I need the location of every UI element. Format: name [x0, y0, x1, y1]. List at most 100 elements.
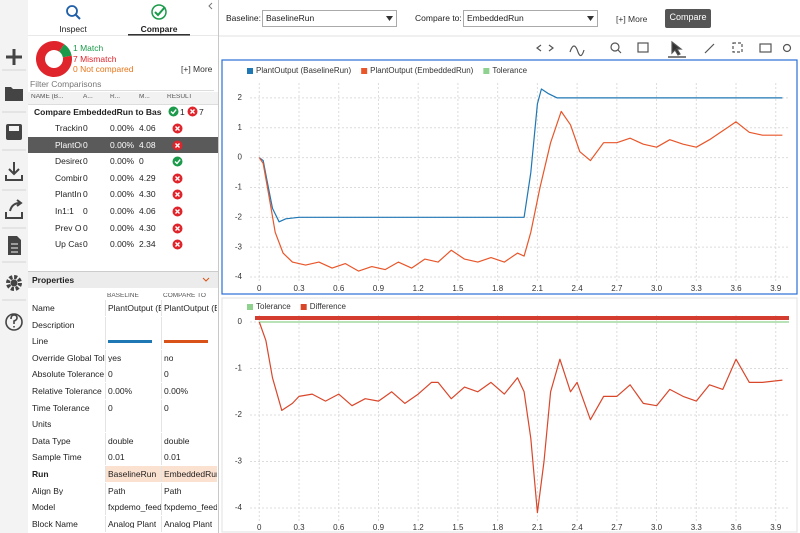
more-link[interactable]: [+] More: [616, 15, 648, 24]
property-name: Line: [32, 337, 49, 346]
table-row[interactable]: Desired 0 0.00% 0: [28, 153, 218, 169]
x-tick-label: 0.6: [333, 284, 345, 293]
y-tick-label: 0: [238, 153, 243, 162]
y-tick-label: 0: [238, 317, 243, 326]
legend-label: Tolerance: [492, 66, 527, 75]
icon-share: [5, 199, 23, 219]
mismatch-bar: [255, 316, 789, 320]
table-row[interactable]: Tracking0 0.00% 4.06: [28, 120, 218, 136]
x-tick-label: 1.8: [492, 523, 504, 532]
table-row[interactable]: Combin 0 0.00% 4.29: [28, 170, 218, 186]
x-tick-label: 0: [257, 284, 262, 293]
property-cell: 0: [161, 366, 217, 383]
table-row[interactable]: PlantInp0 0.00% 4.30: [28, 186, 218, 202]
property-value: PlantOutput (B: [108, 304, 161, 313]
table-cell: 4.06: [139, 207, 156, 216]
icon-check: [174, 159, 181, 165]
icon-settings: [6, 275, 22, 291]
icon-zoom[interactable]: [610, 42, 620, 52]
table-cell: 2.34: [139, 240, 156, 249]
y-tick-label: -4: [235, 503, 243, 512]
property-name: Model: [32, 503, 56, 512]
table-cell: Up Cast: [55, 240, 82, 249]
x-tick-label: 2.7: [611, 284, 623, 293]
x-tick-label: 1.2: [413, 284, 425, 293]
compare-dropdown[interactable]: EmbeddedRun: [463, 10, 598, 27]
icon-fit[interactable]: [637, 42, 649, 53]
icon-cursor[interactable]: [671, 40, 683, 56]
filter-box[interactable]: Filter Comparisons: [30, 80, 214, 91]
summary-text: 7 Mismatch: [73, 54, 117, 63]
property-cell: yes: [105, 349, 161, 366]
property-value: double: [108, 436, 134, 446]
properties-row: Sample Time 0.01 0.01: [28, 449, 218, 466]
table-cell: 4.29: [139, 173, 156, 183]
column-header: R...: [110, 94, 121, 100]
properties-row: Run BaselineRun EmbeddedRun: [28, 466, 218, 483]
icon-cross: [175, 209, 180, 214]
dropdown-text: EmbeddedRun: [467, 14, 524, 23]
legend-label: PlantOutput (EmbeddedRun): [370, 66, 474, 75]
x-tick-label: 3.3: [691, 523, 703, 532]
properties-title: Properties: [32, 276, 75, 285]
y-tick-label: -2: [235, 212, 243, 221]
legend-swatch: [247, 304, 253, 310]
property-name: Override Global Tole: [32, 353, 105, 363]
icon-cross: [175, 175, 180, 181]
icon-settings[interactable]: [782, 43, 792, 53]
icon-snapshot[interactable]: [759, 43, 772, 53]
icon-forward[interactable]: [548, 44, 554, 52]
dropdown-arrow: [386, 16, 393, 21]
property-cell: [105, 416, 161, 433]
chevron: [202, 277, 210, 282]
table-cell: 0.00%: [110, 207, 135, 216]
more-link[interactable]: [+] More: [181, 65, 213, 74]
table-row[interactable]: In1:1 0 0.00% 4.06: [28, 203, 218, 219]
arrow: [386, 16, 393, 21]
property-value: 0: [164, 403, 169, 413]
icon-save-label: [9, 126, 19, 131]
property-name: Sample Time: [32, 453, 82, 462]
icon-back[interactable]: [536, 44, 542, 52]
x-tick-label: 2.1: [532, 284, 544, 293]
baseline-dropdown[interactable]: BaselineRun: [262, 10, 397, 27]
summary-donut: [35, 40, 72, 77]
dropdown-arrow: [587, 16, 594, 21]
line-swatch: [108, 340, 152, 343]
table-cell: Desired: [55, 157, 82, 166]
property-value: PlantOutput (E: [164, 304, 217, 313]
property-cell: [161, 316, 217, 333]
properties-row: Relative Tolerance 0.00% 0.00%: [28, 383, 218, 400]
icon-expand[interactable]: [704, 43, 715, 54]
dropdown-text: BaselineRun: [266, 14, 315, 23]
table-cell: 0: [83, 140, 88, 150]
property-cell: PlantOutput (B: [105, 300, 161, 316]
table-row[interactable]: Up Cast0 0.00% 2.34: [28, 236, 218, 252]
x-tick-label: 0.3: [293, 284, 305, 293]
group-row[interactable]: Compare EmbeddedRun to Base: [34, 108, 162, 117]
table-row[interactable]: PlantOut0 0.00% 4.08: [28, 136, 218, 153]
icon-signal[interactable]: [569, 45, 585, 57]
pass-count: 1: [180, 108, 185, 117]
icon-circle: [168, 106, 179, 117]
table-header: NAME (B... A... R... M... RESULT: [28, 92, 218, 105]
x-tick-label: 3.9: [770, 284, 782, 293]
tab[interactable]: Inspect: [59, 25, 87, 34]
property-name: Run: [32, 470, 49, 479]
fail-icon: [172, 189, 183, 200]
fail-count: 7: [199, 108, 204, 117]
tab[interactable]: Compare: [140, 25, 178, 34]
summary-text: 0 Not compared: [73, 65, 134, 74]
donut-slice: [59, 44, 72, 58]
icon-fullscreen[interactable]: [732, 42, 743, 53]
compare-button[interactable]: Compare: [665, 9, 711, 28]
icon-check: [170, 109, 177, 115]
property-value: 0.01: [108, 453, 125, 462]
property-value: double: [164, 436, 190, 446]
legend-label: PlantOutput (BaselineRun): [256, 66, 352, 75]
property-name: Relative Tolerance: [32, 387, 102, 396]
icon-bar-icons: [2, 49, 26, 331]
pass-icon: [172, 156, 183, 167]
table-row[interactable]: Prev Ou0 0.00% 4.30: [28, 220, 218, 236]
properties-row: Data Type double double: [28, 432, 218, 450]
